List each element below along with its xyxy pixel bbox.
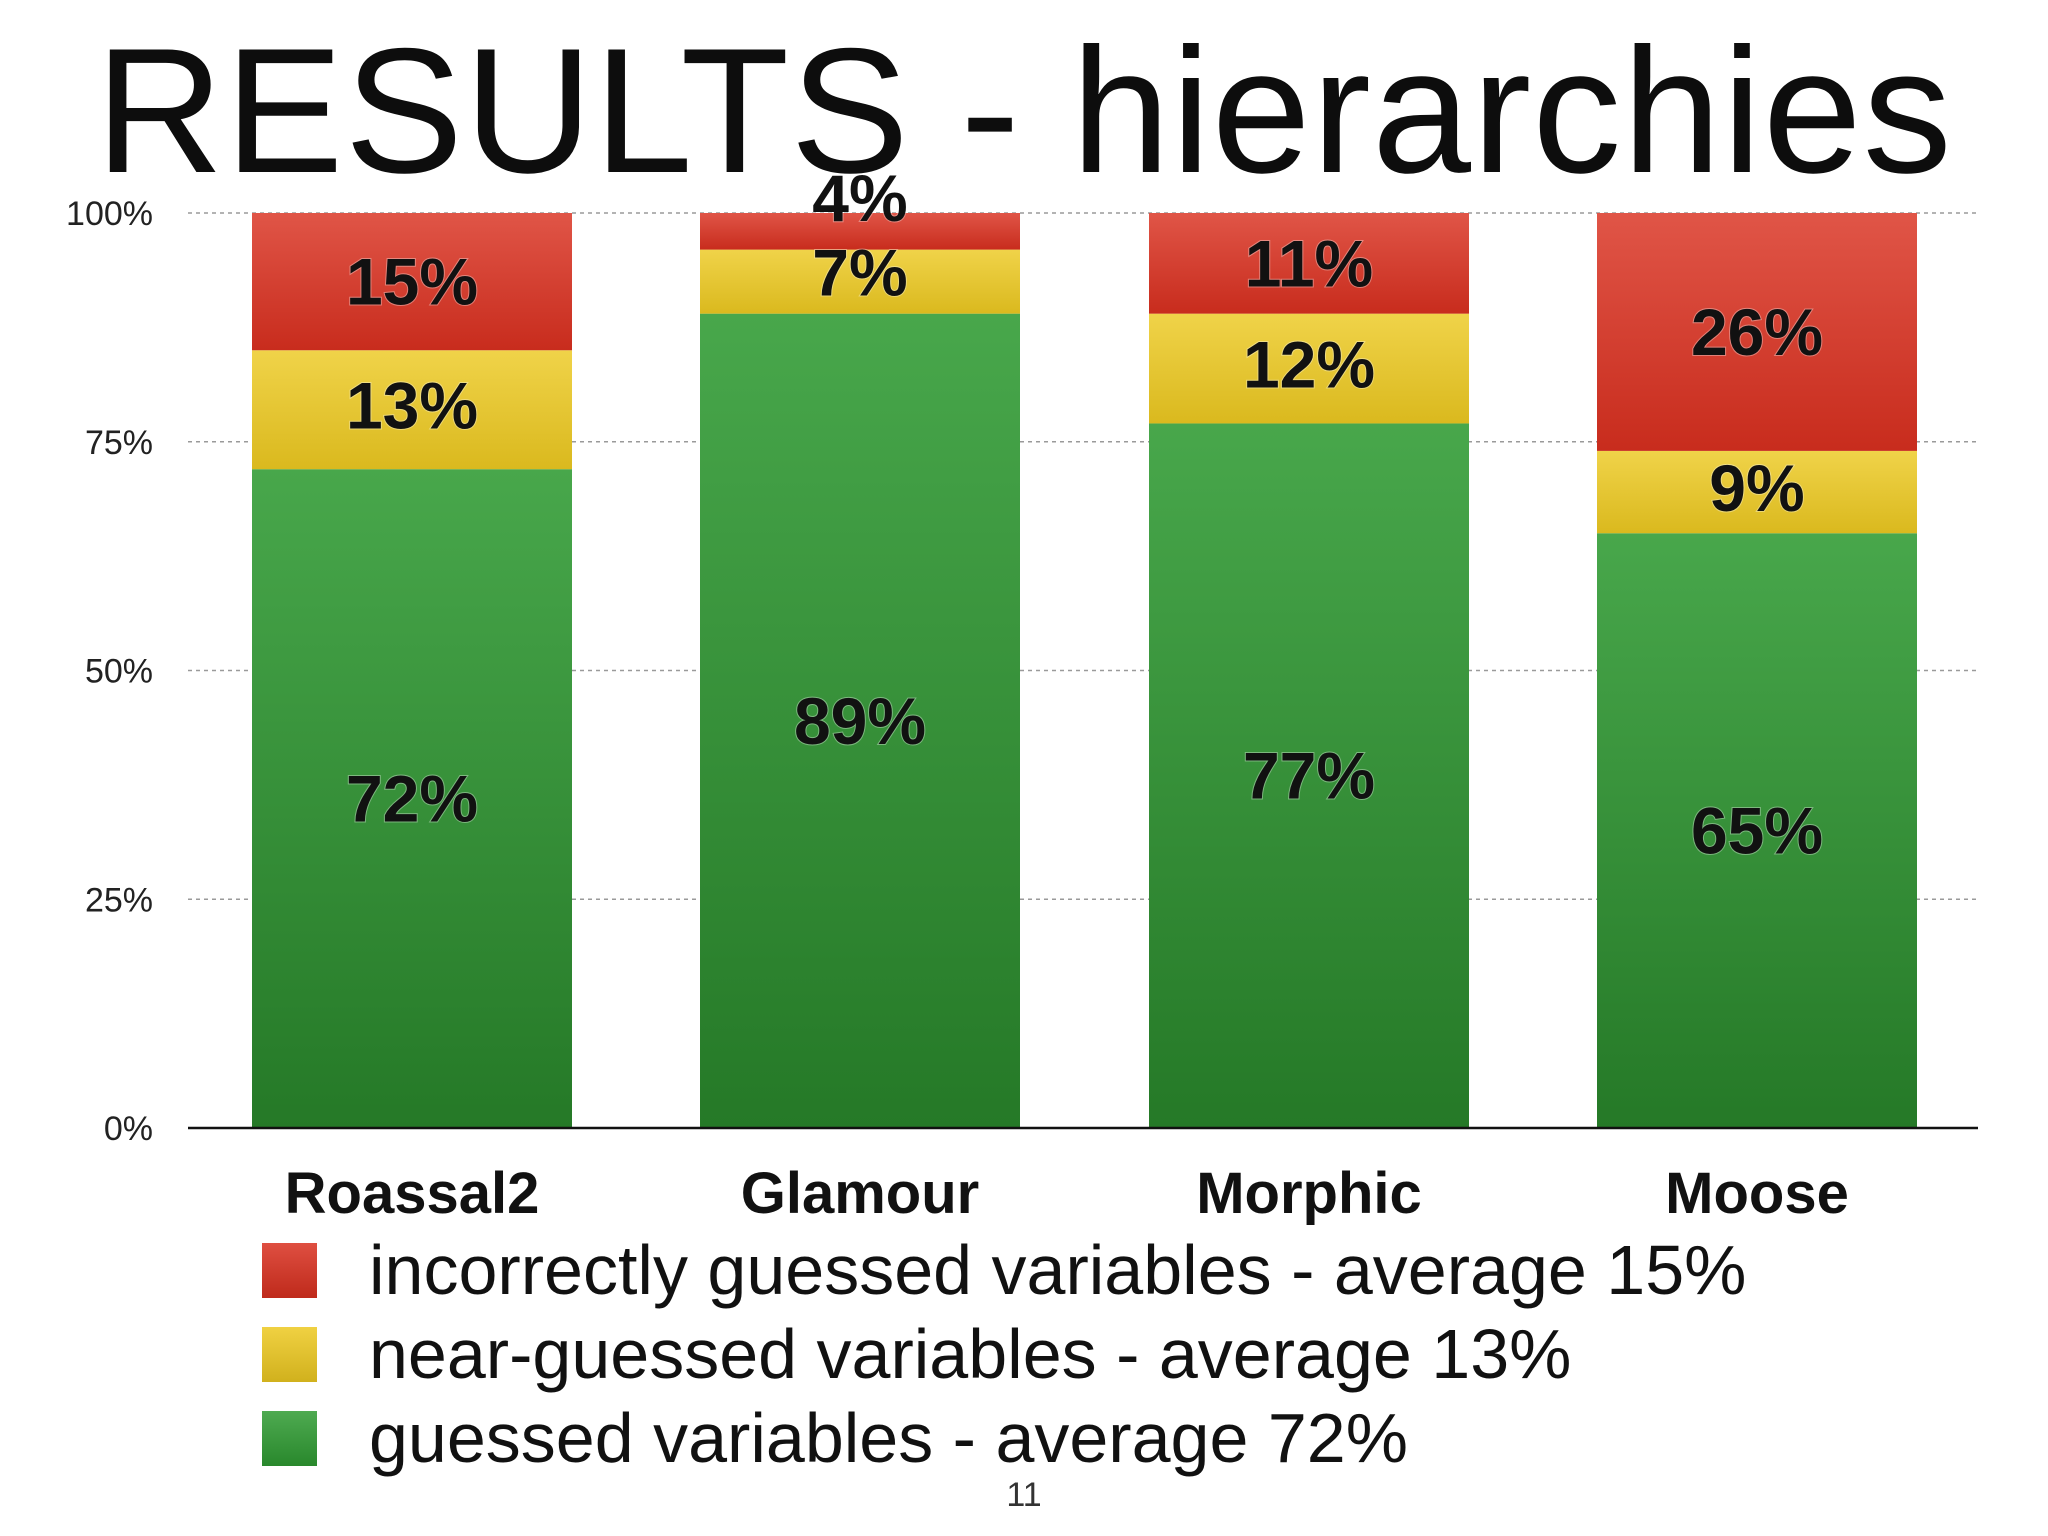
bar-segment-guessed [252, 469, 572, 1128]
data-label-incorrect: 11% [1245, 226, 1373, 300]
data-label-incorrect: 15% [346, 245, 478, 319]
data-label-guessed: 89% [794, 684, 926, 758]
y-tick-label: 50% [85, 653, 153, 691]
data-label-incorrect: 4% [812, 161, 907, 235]
bar-segment-incorrect [1597, 213, 1917, 451]
legend-item-incorrect: incorrectly guessed variables - average … [262, 1228, 1746, 1312]
data-label-near: 12% [1243, 328, 1375, 402]
category-labels: Roassal2 Glamour Morphic Moose [285, 1161, 1849, 1226]
bar-segment-guessed [1597, 533, 1917, 1128]
bar-segment-near [1149, 313, 1469, 424]
bars: 72% 13% 15% 89% 7%4% 77% 12% 11% 65% 9% 26% [252, 160, 1917, 1128]
legend-swatch-incorrect [262, 1242, 317, 1298]
y-tick-label: 0% [104, 1110, 153, 1148]
legend-swatch-near [262, 1326, 317, 1382]
legend-label-incorrect: incorrectly guessed variables - average … [369, 1231, 1747, 1309]
bar-segment-near [1597, 450, 1917, 534]
y-tick-label: 75% [85, 424, 153, 462]
category-label: Roassal2 [285, 1161, 540, 1226]
bar-segment-guessed [700, 313, 1020, 1128]
category-label: Morphic [1196, 1161, 1422, 1226]
bar-segment-near [252, 350, 572, 470]
bar-segment-incorrect [700, 213, 1020, 250]
bar-segment-near [700, 249, 1020, 314]
slide-title: RESULTS - hierarchies [95, 11, 1953, 210]
category-label: Moose [1665, 1161, 1849, 1226]
bar-segment-guessed [1149, 423, 1469, 1128]
y-tick-label: 100% [66, 195, 153, 233]
y-axis: 0% 25% 50% 75% 100% [66, 195, 1978, 1148]
bar-segment-incorrect [252, 213, 572, 351]
y-tick-label: 25% [85, 881, 153, 919]
legend-swatch-guessed [262, 1410, 317, 1466]
page-number: 11 [1006, 1476, 1042, 1514]
legend: incorrectly guessed variables - average … [262, 1228, 1746, 1480]
data-label-near: 7% [812, 236, 907, 310]
data-label-near: 13% [346, 369, 478, 443]
data-label-guessed: 65% [1691, 794, 1823, 868]
legend-label-guessed: guessed variables - average 72% [369, 1399, 1408, 1477]
category-label: Glamour [741, 1161, 980, 1226]
legend-label-near: near-guessed variables - average 13% [369, 1315, 1572, 1393]
bar-segment-incorrect [1149, 213, 1469, 314]
data-label-guessed: 72% [346, 762, 478, 836]
legend-item-near: near-guessed variables - average 13% [262, 1312, 1746, 1396]
data-label-near: 9% [1709, 451, 1804, 525]
legend-item-guessed: guessed variables - average 72% [262, 1396, 1746, 1480]
data-label-guessed: 77% [1243, 739, 1375, 813]
data-label-incorrect: 26% [1691, 295, 1823, 369]
